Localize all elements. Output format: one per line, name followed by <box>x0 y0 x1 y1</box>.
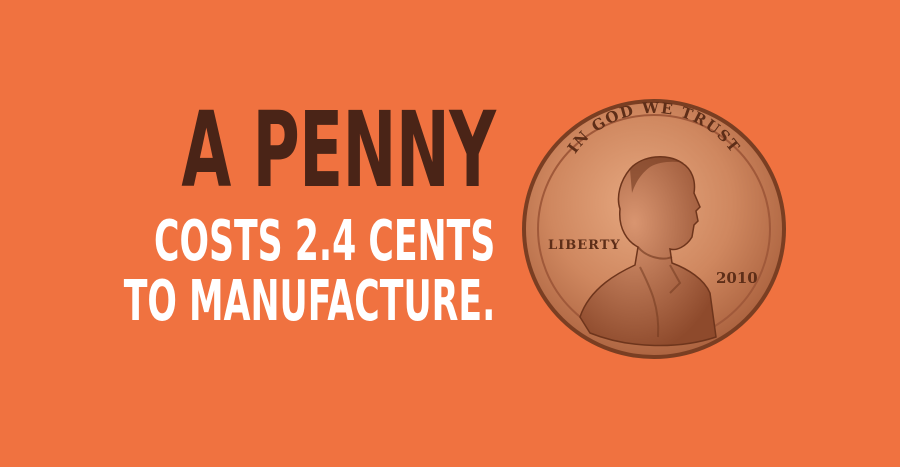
text-block: A PENNY COSTS 2.4 CENTS TO MANUFACTURE. <box>0 98 495 332</box>
subline-cost: COSTS 2.4 CENTS <box>153 209 495 274</box>
coin-year: 2010 <box>716 269 758 287</box>
lincoln-bust <box>579 156 717 347</box>
penny-coin-image: IN GOD WE TRUST LIBERTY 2010 <box>522 99 786 359</box>
subline-manufacture: TO MANUFACTURE. <box>123 269 495 334</box>
headline: A PENNY <box>181 89 496 211</box>
coin-liberty: LIBERTY <box>548 238 621 253</box>
